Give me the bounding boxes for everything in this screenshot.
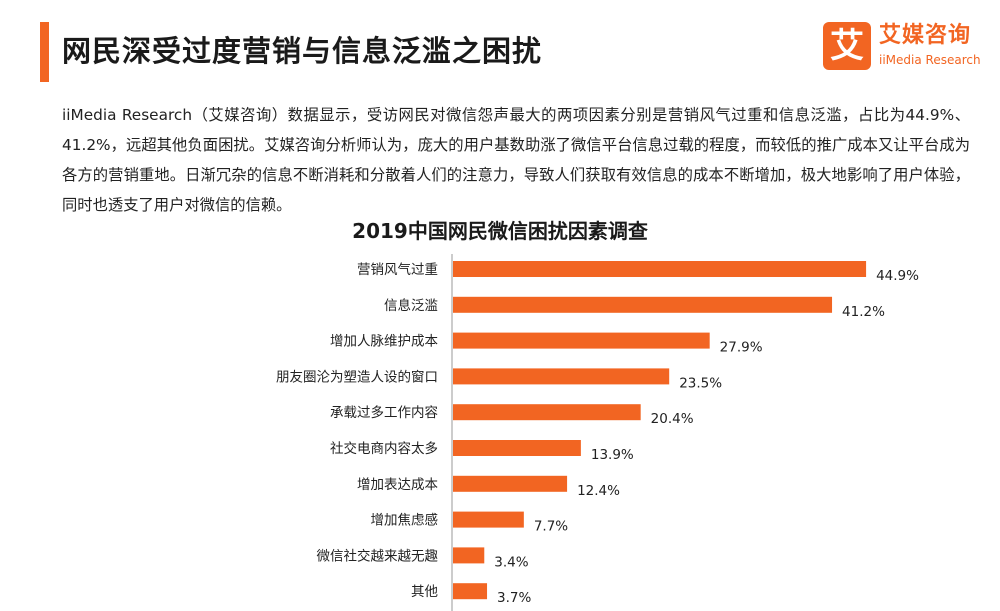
value-label: 23.5%	[679, 375, 722, 391]
value-label: 13.9%	[591, 447, 634, 463]
bar	[453, 547, 485, 564]
bar	[453, 332, 710, 349]
bar-chart: 营销风气过重 44.9% 信息泛滥 41.2% 增加人脉维护成本 27.9% 朋友圈沦为塑造…	[276, 254, 919, 611]
value-label: 7.7%	[534, 519, 568, 535]
logo-mark: 艾	[823, 22, 871, 70]
category-label: 朋友圈沦为塑造人设的窗口	[276, 368, 438, 385]
value-label: 27.9%	[720, 340, 763, 356]
bar	[453, 511, 524, 528]
logo: 艾 艾媒咨询 iiMedia Research	[823, 22, 993, 76]
logo-name-cn: 艾媒咨询	[879, 23, 972, 48]
logo-name-en: iiMedia Research	[879, 53, 981, 67]
category-label: 其他	[411, 584, 438, 600]
value-label: 3.7%	[497, 590, 531, 606]
value-label: 41.2%	[842, 304, 885, 320]
chart-title: 2019中国网民微信困扰因素调查	[352, 219, 648, 243]
bar	[453, 475, 568, 492]
category-label: 信息泛滥	[384, 297, 438, 314]
value-label: 3.4%	[494, 554, 528, 570]
bar	[453, 404, 641, 421]
category-label: 增加人脉维护成本	[330, 334, 438, 350]
value-label: 44.9%	[876, 268, 919, 284]
summary-paragraph: iiMedia Research（艾媒咨询）数据显示，受访网民对微信怨声最大的两…	[62, 106, 970, 214]
category-label: 增加焦虑感	[371, 512, 439, 529]
category-label: 微信社交越来越无趣	[317, 547, 439, 564]
category-label: 承载过多工作内容	[330, 404, 438, 421]
category-label: 增加表达成本	[357, 477, 438, 493]
title-accent-bar	[40, 22, 49, 82]
bar	[453, 583, 488, 600]
bar	[453, 296, 833, 313]
bar	[453, 368, 670, 385]
page-title: 网民深受过度营销与信息泛滥之困扰	[62, 34, 543, 68]
bar	[453, 261, 867, 277]
bar	[453, 440, 581, 456]
value-label: 20.4%	[651, 411, 694, 427]
value-label: 12.4%	[577, 483, 620, 499]
category-label: 社交电商内容太多	[330, 440, 438, 457]
category-label: 营销风气过重	[357, 262, 438, 278]
